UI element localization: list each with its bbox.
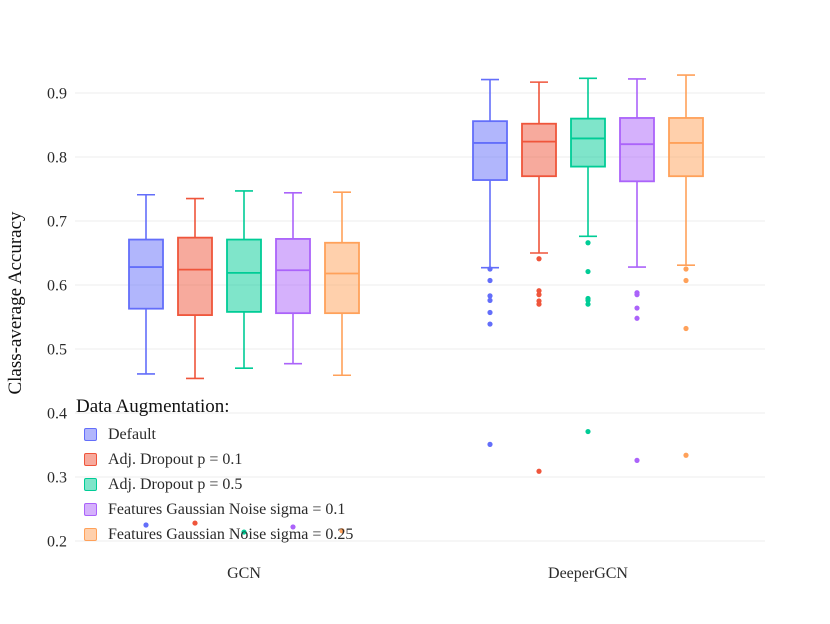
- outlier-point: [585, 297, 591, 303]
- x-tick-label: DeeperGCN: [548, 565, 628, 582]
- y-tick-label: 0.3: [47, 470, 67, 487]
- x-axis-ticks: GCN DeeperGCN: [227, 565, 628, 582]
- legend-item[interactable]: Adj. Dropout p = 0.1: [76, 447, 353, 472]
- y-tick-label: 0.2: [47, 534, 67, 551]
- iqr-box: [275, 238, 311, 315]
- legend-item[interactable]: Features Gaussian Noise sigma = 0.1: [76, 497, 353, 522]
- y-axis-ticks: 0.2 0.3 0.4 0.5 0.6 0.7 0.8 0.9: [47, 86, 67, 551]
- legend-item[interactable]: Features Gaussian Noise sigma = 0.25: [76, 522, 353, 547]
- legend-swatch: [84, 528, 97, 541]
- outlier-point: [683, 266, 689, 272]
- outlier-point: [585, 428, 591, 435]
- legend-label: Features Gaussian Noise sigma = 0.25: [108, 525, 354, 543]
- box-default-deepergcn: [472, 78, 508, 447]
- legend-label: Adj. Dropout p = 0.5: [108, 475, 243, 493]
- box-adj-dropout-p-0-5-gcn: [226, 190, 262, 535]
- outlier-point: [683, 452, 689, 458]
- outlier-point: [487, 309, 493, 316]
- outlier-point: [536, 292, 542, 298]
- outlier-point: [683, 277, 689, 284]
- y-axis-label: Class-average Accuracy: [5, 211, 26, 395]
- box-features-gaussian-noise-sigma-0-25-gcn: [324, 191, 360, 534]
- outlier-point: [634, 305, 640, 311]
- outlier-point: [634, 315, 640, 321]
- box-plots: [128, 74, 704, 535]
- outlier-point: [487, 266, 493, 272]
- outlier-point: [487, 277, 493, 284]
- outlier-point: [536, 301, 542, 307]
- legend-label: Default: [108, 425, 156, 443]
- iqr-box: [177, 236, 213, 316]
- legend-label: Features Gaussian Noise sigma = 0.1: [108, 500, 346, 518]
- outlier-point: [634, 457, 640, 463]
- iqr-box: [472, 120, 508, 181]
- iqr-box: [619, 117, 655, 183]
- legend-swatch: [84, 453, 97, 466]
- legend-item[interactable]: Default: [76, 422, 353, 447]
- outlier-point: [339, 528, 345, 534]
- iqr-box: [668, 117, 704, 178]
- y-tick-label: 0.9: [47, 86, 67, 103]
- legend-swatch: [84, 503, 97, 516]
- outlier-point: [634, 292, 640, 298]
- legend-swatch: [84, 478, 97, 491]
- outlier-point: [290, 524, 296, 530]
- box-adj-dropout-p-0-5-deepergcn: [570, 77, 606, 435]
- box-adj-dropout-p-0-1-gcn: [177, 197, 213, 526]
- box-features-gaussian-noise-sigma-0-25-deepergcn: [668, 74, 704, 458]
- y-tick-label: 0.4: [47, 406, 67, 423]
- outlier-point: [192, 520, 198, 526]
- box-features-gaussian-noise-sigma-0-1-deepergcn: [619, 78, 655, 463]
- outlier-point: [585, 268, 591, 275]
- iqr-box: [521, 122, 557, 178]
- x-tick-label: GCN: [227, 565, 261, 582]
- outlier-point: [585, 240, 591, 246]
- legend-label: Adj. Dropout p = 0.1: [108, 450, 243, 468]
- box-features-gaussian-noise-sigma-0-1-gcn: [275, 192, 311, 530]
- outlier-point: [487, 297, 493, 303]
- iqr-box: [570, 117, 606, 168]
- y-tick-label: 0.7: [47, 214, 67, 231]
- legend-swatch: [84, 428, 97, 441]
- outlier-point: [487, 321, 493, 327]
- legend-items: Default Adj. Dropout p = 0.1 Adj. Dropout …: [76, 422, 353, 547]
- outlier-point: [143, 522, 149, 528]
- legend-title: Data Augmentation:: [76, 396, 230, 417]
- outlier-point: [487, 293, 493, 299]
- outlier-point: [241, 529, 247, 535]
- iqr-box: [324, 241, 360, 315]
- outlier-point: [536, 256, 542, 262]
- y-tick-label: 0.5: [47, 342, 67, 359]
- outlier-point: [536, 468, 542, 474]
- y-tick-label: 0.8: [47, 150, 67, 167]
- box-adj-dropout-p-0-1-deepergcn: [521, 81, 557, 474]
- outlier-point: [683, 325, 689, 332]
- box-default-gcn: [128, 193, 164, 528]
- y-tick-label: 0.6: [47, 278, 67, 295]
- outlier-point: [487, 441, 493, 447]
- legend-item[interactable]: Adj. Dropout p = 0.5: [76, 472, 353, 497]
- iqr-box: [128, 238, 164, 310]
- outlier-point: [536, 288, 542, 294]
- iqr-box: [226, 238, 262, 313]
- legend: Data Augmentation: Default Adj. Dropout p…: [76, 396, 353, 547]
- outlier-point: [585, 301, 591, 307]
